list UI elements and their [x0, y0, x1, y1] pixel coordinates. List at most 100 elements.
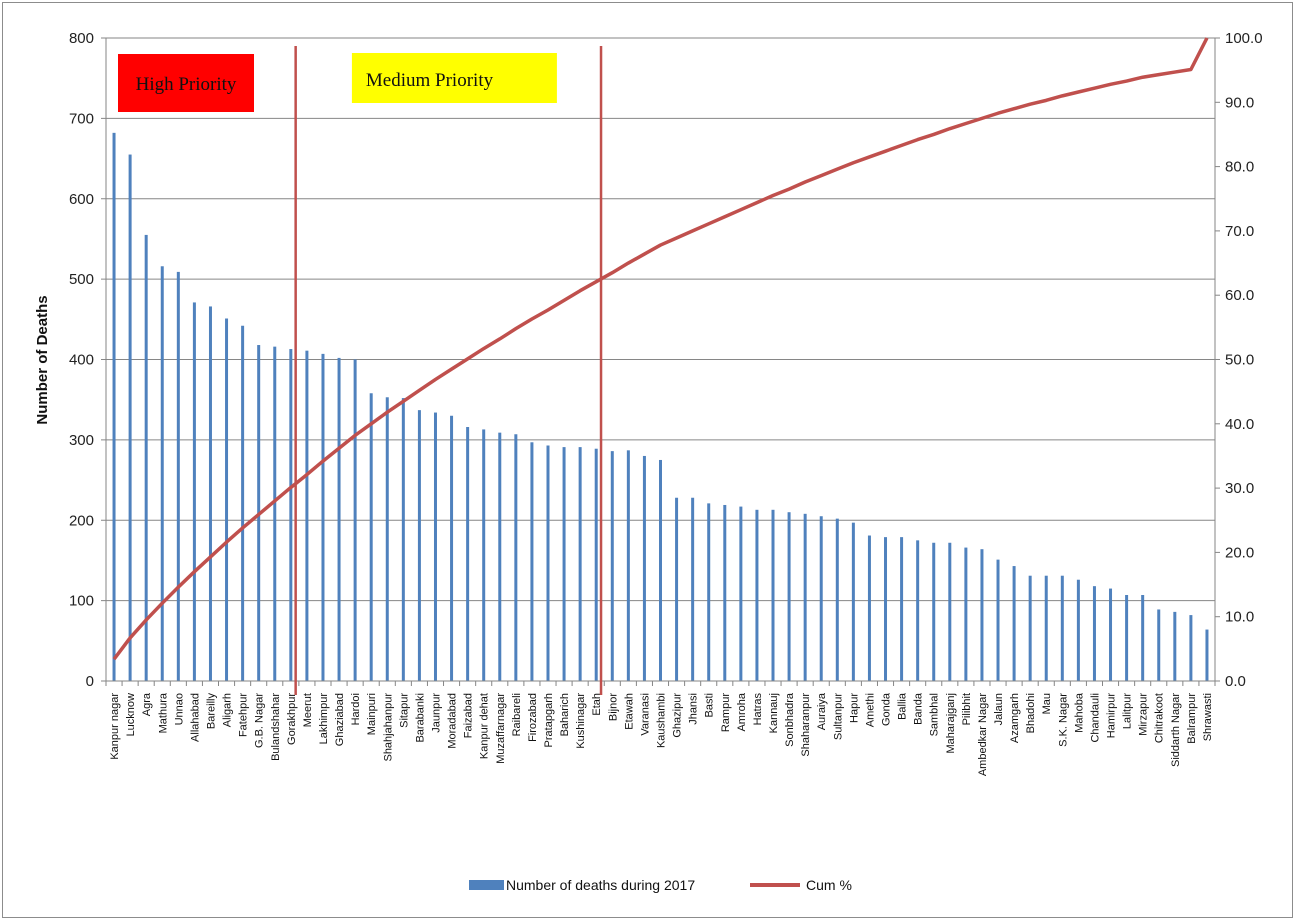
bar-56	[1012, 566, 1016, 681]
legend-bar-swatch	[469, 880, 504, 890]
category-label: Balrampur	[1186, 693, 1198, 744]
category-label: Kaushambi	[656, 693, 668, 748]
category-label: Barabanki	[414, 693, 426, 743]
bar-20	[433, 412, 437, 681]
bar-59	[1060, 575, 1064, 681]
category-label: Ghazipur	[672, 693, 684, 738]
category-label: Azamgarh	[1009, 693, 1021, 743]
category-label: Jhansi	[688, 693, 700, 725]
category-label: Shaharanpur	[800, 693, 812, 757]
bar-60	[1076, 579, 1080, 681]
bar-38	[723, 504, 727, 681]
bar-2	[144, 234, 148, 681]
bar-49	[900, 537, 904, 681]
bar-30	[594, 448, 598, 681]
category-label: Chandauli	[1089, 693, 1101, 743]
bar-33	[642, 455, 646, 681]
cum-line-series	[112, 37, 1209, 661]
category-label: Etawah	[623, 693, 635, 730]
category-label: Sultanpur	[832, 693, 844, 740]
category-label: G.B. Nagar	[254, 693, 266, 748]
category-label: Muzaffarnagar	[495, 693, 507, 764]
category-label: Ghaziabad	[334, 693, 346, 746]
bar-46	[851, 522, 855, 681]
y2-tick-label: 60.0	[1225, 287, 1254, 304]
category-label: Jalaun	[993, 693, 1005, 725]
bar-61	[1092, 586, 1096, 681]
bar-51	[932, 542, 936, 681]
bar-48	[884, 537, 888, 681]
y-tick-label: 100	[69, 593, 94, 610]
bar-26	[530, 442, 534, 681]
medium-priority-box	[351, 53, 557, 103]
bar-4	[176, 271, 180, 681]
bar-65	[1157, 609, 1161, 681]
bar-12	[305, 350, 309, 681]
legend: Number of deaths during 2017 Cum %	[469, 877, 852, 893]
category-label: Amroha	[736, 692, 748, 731]
bar-18	[401, 398, 405, 681]
bar-8	[241, 325, 245, 681]
y2-tick-label: 30.0	[1225, 480, 1254, 497]
category-label: Sitapur	[398, 693, 410, 728]
category-label: Shrawasti	[1202, 693, 1214, 741]
bar-39	[739, 506, 743, 681]
y2-axis-ticks: 0.0 10.0 20.0 30.0 40.0 50.0 60.0 70.0 80.0 90.0 1…	[1215, 30, 1263, 690]
y-tick-label: 600	[69, 191, 94, 208]
category-label: Bijnor	[607, 693, 619, 721]
category-label: Varanasi	[639, 693, 651, 736]
y2-tick-label: 50.0	[1225, 352, 1254, 369]
category-label: Gorakhpur	[286, 693, 298, 745]
category-label: Raibareli	[511, 693, 523, 736]
y-tick-label: 200	[69, 512, 94, 529]
category-label: Pratapgarh	[543, 693, 555, 747]
bar-53	[964, 547, 968, 681]
bar-17	[385, 397, 389, 681]
bar-1	[128, 154, 132, 681]
category-label: Kannauj	[768, 693, 780, 733]
bar-55	[996, 559, 1000, 681]
category-label: Baharich	[559, 693, 571, 736]
bar-29	[578, 447, 582, 681]
category-label: Lalitpur	[1122, 693, 1134, 729]
bar-7	[225, 318, 229, 681]
y-tick-label: 700	[69, 110, 94, 127]
category-label: Fatehpur	[238, 693, 250, 737]
bar-25	[514, 434, 518, 681]
category-label: Kanpur dehat	[479, 693, 491, 759]
category-label: Gonda	[881, 692, 893, 726]
bar-35	[675, 497, 679, 681]
legend-bar-label: Number of deaths during 2017	[506, 877, 695, 893]
high-priority-label: High Priority	[136, 74, 237, 95]
bar-27	[546, 445, 550, 681]
high-priority-box	[118, 54, 254, 112]
category-label: Siddarth Nagar	[1170, 693, 1182, 767]
bar-45	[835, 518, 839, 681]
category-label: Hardoi	[350, 693, 362, 725]
category-label: Faizabad	[463, 693, 475, 738]
category-label: Auraiya	[816, 692, 828, 730]
category-label: Banda	[913, 692, 925, 725]
category-label: Aligarh	[222, 693, 234, 727]
medium-priority-label: Medium Priority	[366, 70, 494, 91]
axes	[105, 38, 1216, 686]
bar-50	[916, 540, 920, 681]
category-label: Hatras	[752, 693, 764, 726]
bar-19	[417, 410, 421, 681]
category-label: Kushinagar	[575, 693, 587, 749]
bar-6	[208, 306, 212, 681]
y-axis-ticks: 0 100 200 300 400 500 600 700 800	[69, 30, 106, 690]
category-label: Bareilly	[205, 693, 217, 730]
cum-line	[112, 37, 1209, 661]
y2-tick-label: 10.0	[1225, 609, 1254, 626]
category-label: Unnao	[173, 693, 185, 725]
bar-66	[1173, 611, 1177, 681]
category-label: Sambhal	[929, 693, 941, 736]
bar-64	[1141, 594, 1145, 681]
category-label: Basti	[704, 693, 716, 717]
bar-34	[659, 459, 662, 681]
bar-40	[755, 509, 759, 681]
y-tick-label: 0	[86, 673, 94, 690]
bar-31	[610, 451, 614, 681]
